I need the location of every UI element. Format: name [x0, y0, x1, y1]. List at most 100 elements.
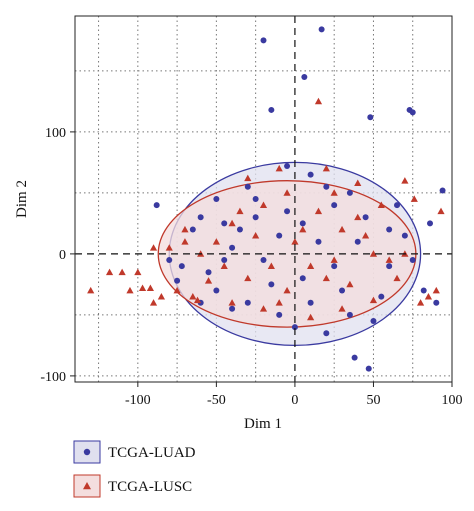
- data-point-circle: [299, 220, 306, 227]
- data-point-circle: [420, 287, 427, 294]
- data-point-triangle: [149, 244, 158, 251]
- x-tick-label: 50: [366, 393, 380, 408]
- data-point-triangle: [259, 201, 268, 208]
- data-point-circle: [276, 232, 283, 239]
- data-point-triangle: [362, 232, 370, 239]
- data-point-triangle: [228, 299, 236, 306]
- data-point-circle: [378, 293, 385, 300]
- data-point-triangle: [424, 293, 433, 300]
- data-point-circle: [174, 277, 181, 284]
- data-point-circle: [301, 74, 308, 80]
- data-point-circle: [354, 238, 361, 245]
- data-point-triangle: [252, 232, 260, 239]
- data-point-circle: [244, 183, 251, 190]
- data-point-circle: [351, 354, 358, 361]
- data-point-triangle: [291, 238, 299, 245]
- data-point-triangle: [165, 244, 173, 251]
- axis-ticks: -100 -50 0 50 100 -100 0 100: [40, 126, 462, 408]
- y-tick-label: 0: [59, 248, 66, 263]
- data-point-triangle: [157, 293, 165, 300]
- data-point-circle: [260, 37, 267, 44]
- x-tick-label: 100: [442, 393, 463, 408]
- data-point-triangle: [259, 305, 268, 312]
- data-point-circle: [307, 299, 314, 306]
- data-point-triangle: [330, 189, 338, 196]
- data-point-triangle: [244, 274, 252, 282]
- data-point-circle: [197, 214, 204, 221]
- data-point-circle: [370, 318, 377, 324]
- data-point-circle: [268, 106, 275, 113]
- data-point-circle: [284, 208, 291, 215]
- data-point-triangle: [105, 268, 114, 276]
- data-point-triangle: [307, 313, 315, 321]
- data-point-triangle: [393, 274, 401, 282]
- data-point-circle: [236, 226, 243, 233]
- data-point-circle: [291, 324, 298, 331]
- data-point-circle: [189, 226, 196, 233]
- data-point-circle: [284, 163, 291, 170]
- data-point-circle: [276, 311, 283, 318]
- data-point-circle: [268, 281, 275, 288]
- data-point-circle: [213, 287, 220, 294]
- data-point-triangle: [212, 238, 220, 245]
- data-point-triangle: [338, 225, 346, 233]
- data-point-circle: [331, 202, 338, 209]
- data-point-circle: [406, 106, 413, 113]
- data-point-circle: [178, 263, 185, 270]
- data-point-circle: [439, 187, 446, 194]
- data-point-circle: [427, 220, 434, 227]
- data-point-circle: [433, 299, 440, 306]
- legend: TCGA-LUAD TCGA-LUSC: [73, 440, 196, 498]
- data-point-circle: [213, 196, 220, 202]
- legend-marker-circle: [83, 448, 91, 456]
- data-point-circle: [252, 196, 259, 202]
- data-points: [87, 26, 446, 372]
- data-point-circle: [365, 365, 372, 372]
- data-point-circle: [394, 202, 401, 209]
- data-point-triangle: [369, 296, 378, 304]
- data-point-circle: [323, 183, 330, 190]
- data-point-circle: [252, 214, 259, 221]
- data-point-circle: [153, 202, 160, 209]
- data-point-triangle: [126, 286, 134, 294]
- x-axis-label: Dim 1: [244, 416, 282, 432]
- data-point-circle: [307, 171, 314, 178]
- data-point-circle: [346, 189, 353, 196]
- reference-lines: [75, 16, 452, 382]
- data-point-circle: [323, 330, 330, 337]
- data-point-triangle: [189, 293, 197, 300]
- data-point-circle: [318, 26, 325, 33]
- data-point-triangle: [275, 164, 283, 172]
- data-point-circle: [221, 257, 228, 263]
- data-point-triangle: [138, 284, 147, 291]
- data-point-triangle: [330, 256, 338, 263]
- x-tick-label: -50: [207, 393, 226, 408]
- data-point-circle: [331, 263, 338, 270]
- data-point-triangle: [244, 174, 252, 182]
- data-point-circle: [229, 244, 236, 251]
- data-point-circle: [362, 214, 369, 221]
- data-point-triangle: [181, 225, 189, 233]
- y-tick-label: -100: [40, 370, 66, 385]
- data-point-triangle: [385, 256, 393, 263]
- data-point-triangle: [354, 179, 362, 187]
- data-point-triangle: [322, 164, 330, 172]
- data-point-triangle: [283, 189, 291, 196]
- data-point-circle: [299, 275, 306, 282]
- data-point-triangle: [87, 286, 95, 294]
- data-point-circle: [221, 220, 228, 227]
- data-point-triangle: [149, 299, 158, 306]
- data-point-triangle: [354, 213, 362, 221]
- data-point-circle: [409, 257, 416, 263]
- data-point-triangle: [338, 305, 346, 312]
- data-point-circle: [339, 287, 346, 294]
- x-tick-label: -100: [125, 393, 151, 408]
- data-point-triangle: [410, 195, 418, 202]
- legend-label: TCGA-LUSC: [108, 479, 192, 495]
- data-point-triangle: [146, 284, 154, 291]
- data-point-triangle: [181, 238, 189, 245]
- plot-frame: [74, 15, 453, 383]
- data-point-triangle: [432, 286, 440, 294]
- data-point-circle: [386, 263, 393, 270]
- data-point-triangle: [346, 280, 354, 288]
